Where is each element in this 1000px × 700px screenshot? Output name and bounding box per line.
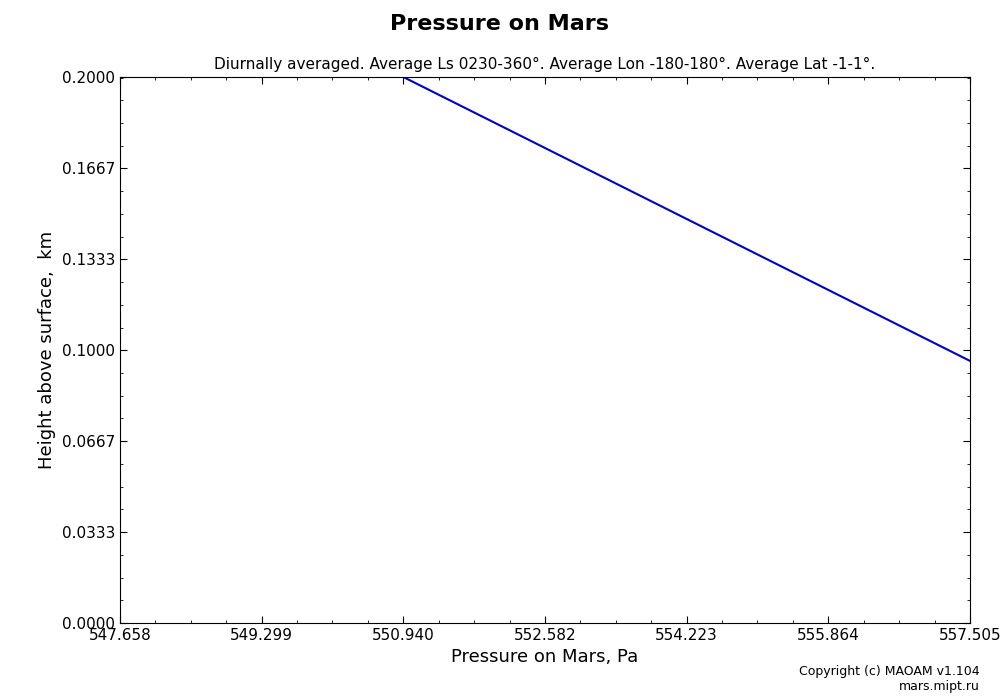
Text: Pressure on Mars: Pressure on Mars [390,14,610,34]
X-axis label: Pressure on Mars, Pa: Pressure on Mars, Pa [451,648,639,666]
Title: Diurnally averaged. Average Ls 0230-360°. Average Lon -180-180°. Average Lat -1-: Diurnally averaged. Average Ls 0230-360°… [214,57,876,71]
Y-axis label: Height above surface,  km: Height above surface, km [38,231,56,469]
Text: Copyright (c) MAOAM v1.104
mars.mipt.ru: Copyright (c) MAOAM v1.104 mars.mipt.ru [799,665,980,693]
